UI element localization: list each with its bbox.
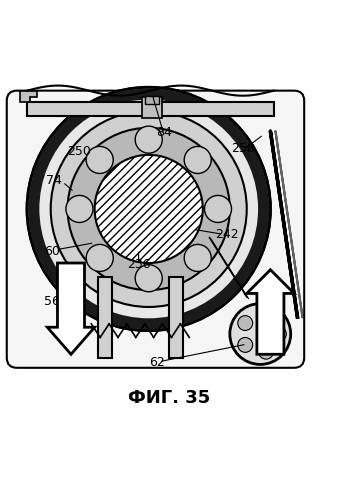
Bar	[142, 97, 162, 118]
Circle shape	[66, 196, 93, 223]
Circle shape	[68, 128, 230, 290]
Circle shape	[184, 146, 211, 174]
Text: 60: 60	[45, 245, 60, 257]
Circle shape	[238, 337, 253, 352]
Circle shape	[204, 196, 232, 223]
Circle shape	[271, 326, 286, 341]
Circle shape	[135, 264, 162, 292]
Text: 236: 236	[127, 258, 150, 271]
Text: 62: 62	[149, 356, 165, 369]
Text: 84: 84	[156, 126, 172, 139]
Circle shape	[259, 344, 273, 359]
Text: 250: 250	[68, 145, 91, 158]
Text: 258: 258	[232, 142, 255, 155]
Circle shape	[238, 316, 253, 330]
Circle shape	[95, 155, 203, 263]
Circle shape	[259, 309, 273, 324]
Text: ФИГ. 35: ФИГ. 35	[128, 389, 210, 407]
Circle shape	[230, 303, 291, 364]
FancyBboxPatch shape	[7, 91, 304, 368]
Polygon shape	[247, 270, 294, 354]
Bar	[27, 102, 274, 116]
Bar	[145, 96, 159, 104]
Circle shape	[86, 245, 113, 271]
Bar	[169, 276, 183, 358]
Polygon shape	[47, 263, 95, 354]
Text: 74: 74	[46, 174, 62, 187]
Text: 242: 242	[215, 228, 238, 241]
Polygon shape	[20, 91, 37, 102]
Circle shape	[51, 111, 247, 307]
Circle shape	[135, 126, 162, 153]
Text: 56: 56	[45, 295, 60, 308]
Circle shape	[184, 245, 211, 271]
Bar	[98, 276, 112, 358]
Circle shape	[86, 146, 113, 174]
Circle shape	[27, 87, 270, 331]
